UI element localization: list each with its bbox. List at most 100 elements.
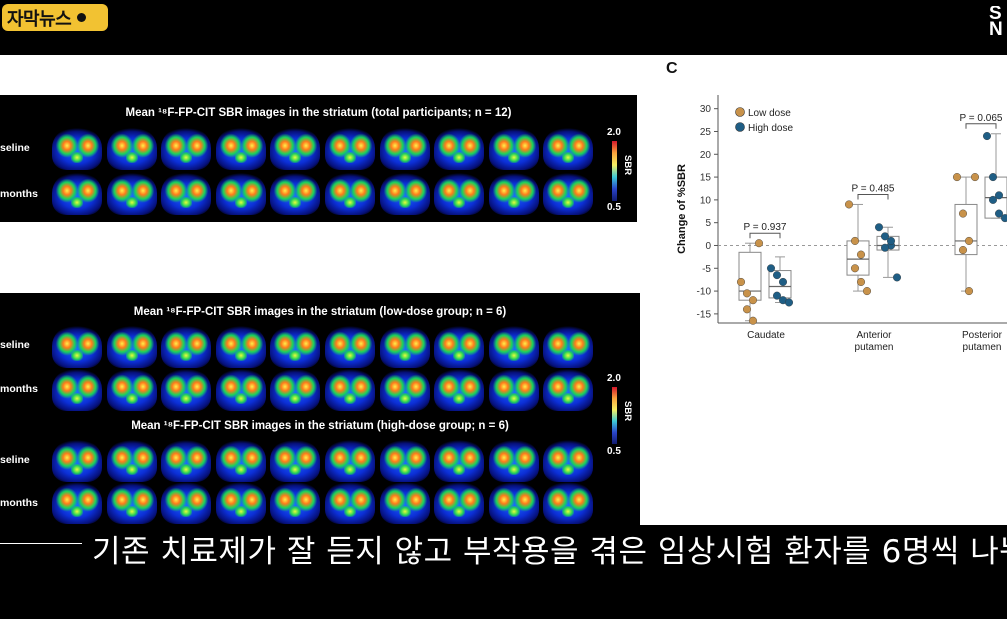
data-point xyxy=(772,271,781,280)
row-label-low-months: months xyxy=(0,383,38,395)
pet-brain-image xyxy=(324,482,375,524)
pet-brain-image xyxy=(434,326,485,368)
data-point xyxy=(844,200,853,209)
pet-brain-image xyxy=(324,173,375,215)
panel-label: C xyxy=(666,60,678,77)
pet-brain-image xyxy=(270,326,321,368)
data-point xyxy=(874,223,883,232)
panel-title-low: Mean ¹⁸F-FP-CIT SBR images in the striat… xyxy=(133,306,507,318)
row-label-high-months: months xyxy=(0,497,38,509)
y-tick-label: 0 xyxy=(705,241,711,252)
pet-brain-image xyxy=(434,482,485,524)
legend-label: High dose xyxy=(748,123,793,134)
news-badge-label: 자막뉴스 xyxy=(7,8,72,29)
data-point xyxy=(754,239,763,248)
panel-title-total: Mean ¹⁸F-FP-CIT SBR images in the striat… xyxy=(125,107,512,119)
y-tick-label: 10 xyxy=(700,195,712,206)
pet-brain-image xyxy=(106,440,157,482)
p-bracket xyxy=(749,232,781,239)
legend-marker xyxy=(735,122,745,132)
pet-brain-image xyxy=(379,326,430,368)
pet-brain-image xyxy=(106,326,157,368)
pet-panel-groups: Mean ¹⁸F-FP-CIT SBR images in the striat… xyxy=(0,293,640,525)
legend-marker xyxy=(735,107,745,117)
data-point xyxy=(880,232,889,241)
pet-brain-image xyxy=(161,369,212,411)
pet-brain-image xyxy=(215,128,266,170)
data-point xyxy=(742,305,751,314)
pet-brain-image xyxy=(161,173,212,215)
y-tick-label: 20 xyxy=(700,150,712,161)
colorbar-min-groups: 0.5 xyxy=(607,446,621,457)
y-tick-label: 15 xyxy=(700,173,712,184)
pet-brain-image xyxy=(270,369,321,411)
pet-brain-image xyxy=(270,173,321,215)
data-point xyxy=(880,243,889,252)
pet-brain-image xyxy=(324,369,375,411)
pet-brain-image xyxy=(52,482,102,524)
colorbar xyxy=(612,141,617,201)
colorbar-label: SBR xyxy=(622,155,633,176)
pet-brain-image xyxy=(543,173,594,215)
p-value-label: P = 0.937 xyxy=(744,222,787,233)
pet-brain-image xyxy=(52,369,102,411)
pet-brain-image xyxy=(434,440,485,482)
y-tick-label: -10 xyxy=(697,287,712,298)
subtitle-bar xyxy=(0,525,1007,619)
pet-brain-image xyxy=(215,326,266,368)
data-point xyxy=(862,287,871,296)
data-point xyxy=(742,289,751,298)
data-point xyxy=(965,287,974,296)
y-tick-label: 5 xyxy=(705,218,711,229)
brain-row-months xyxy=(52,173,598,215)
y-tick-label: -15 xyxy=(697,309,712,320)
pet-brain-image xyxy=(324,128,375,170)
pet-brain-image xyxy=(215,482,266,524)
pet-brain-image xyxy=(379,369,430,411)
data-point xyxy=(959,246,968,255)
data-point xyxy=(850,264,859,273)
pet-brain-image xyxy=(106,482,157,524)
data-point xyxy=(736,277,745,286)
data-point xyxy=(995,191,1004,200)
data-point xyxy=(856,250,865,259)
colorbar-max: 2.0 xyxy=(607,127,621,138)
data-point xyxy=(971,173,980,182)
pet-brain-image xyxy=(543,440,594,482)
top-bar xyxy=(0,0,1007,55)
pet-brain-image xyxy=(379,128,430,170)
y-tick-label: -5 xyxy=(702,264,711,275)
data-point xyxy=(989,173,998,182)
p-value-label: P = 0.065 xyxy=(960,113,1003,124)
y-tick-label: 30 xyxy=(700,104,712,115)
pet-brain-image xyxy=(161,326,212,368)
pet-brain-image xyxy=(488,369,539,411)
pet-brain-image xyxy=(543,326,594,368)
pet-brain-image xyxy=(270,128,321,170)
data-point xyxy=(748,316,757,325)
presentation-slide: Mean ¹⁸F-FP-CIT SBR images in the striat… xyxy=(0,55,1007,525)
pet-brain-image xyxy=(488,128,539,170)
x-category-label: Caudate xyxy=(747,330,785,341)
p-value-label: P = 0.485 xyxy=(852,183,895,194)
broadcaster-logo: S N xyxy=(989,6,1003,40)
pet-brain-image xyxy=(161,128,212,170)
brain-row-high-baseline xyxy=(52,440,598,482)
pet-brain-image xyxy=(488,440,539,482)
brain-row-high-months xyxy=(52,482,598,524)
pet-brain-image xyxy=(488,482,539,524)
pet-brain-image xyxy=(324,326,375,368)
y-axis-label: Change of %SBR xyxy=(676,164,688,254)
pet-brain-image xyxy=(270,440,321,482)
x-category-label: Posterior xyxy=(962,330,1003,341)
data-point xyxy=(766,264,775,273)
pet-brain-image xyxy=(543,482,594,524)
panel-title-high: Mean ¹⁸F-FP-CIT SBR images in the striat… xyxy=(131,420,509,432)
data-point xyxy=(778,277,787,286)
badge-dot-icon xyxy=(77,13,87,22)
pet-brain-image xyxy=(270,482,321,524)
brain-row-low-baseline xyxy=(52,326,598,368)
data-point xyxy=(1001,214,1007,223)
brain-row-baseline xyxy=(52,128,598,170)
x-category-label: putamen xyxy=(963,342,1002,353)
